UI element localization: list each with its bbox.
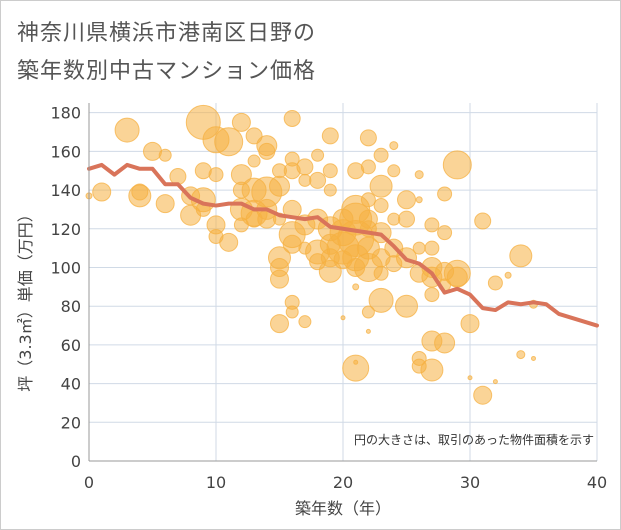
data-bubble bbox=[282, 234, 302, 254]
x-tick-label: 10 bbox=[206, 473, 226, 492]
data-bubble bbox=[437, 186, 453, 202]
chart-title-line-1: 神奈川県横浜市港南区日野の bbox=[17, 21, 317, 46]
data-bubble bbox=[143, 141, 162, 161]
x-tick-label: 40 bbox=[587, 473, 607, 492]
axes: 0 20 40 60 80 100 120 140 160 180 0 10 20 30 40 bbox=[50, 103, 607, 492]
y-tick-label: 140 bbox=[50, 181, 81, 200]
data-bubble bbox=[473, 385, 493, 405]
data-bubble bbox=[169, 168, 187, 186]
data-bubble bbox=[361, 305, 375, 319]
data-bubble bbox=[342, 354, 370, 382]
data-bubble bbox=[270, 269, 289, 289]
data-bubble bbox=[516, 350, 526, 360]
y-tick-label: 160 bbox=[50, 142, 81, 161]
average-price-line bbox=[87, 162, 599, 328]
y-axis-label: 坪（3.3㎡）単価（万円） bbox=[16, 206, 35, 391]
data-bubble bbox=[283, 109, 301, 127]
data-bubble bbox=[92, 182, 112, 202]
data-bubble bbox=[128, 184, 152, 208]
data-bubble bbox=[269, 175, 290, 197]
data-bubble bbox=[323, 183, 337, 197]
data-bubble bbox=[219, 232, 239, 252]
data-bubble bbox=[352, 283, 360, 291]
data-bubble bbox=[531, 355, 536, 361]
data-bubble bbox=[492, 379, 498, 385]
chart-title-line-2: 築年数別中古マンション価格 bbox=[17, 59, 317, 84]
y-tick-label: 0 bbox=[71, 452, 81, 471]
data-bubble bbox=[247, 154, 261, 168]
data-bubble bbox=[397, 190, 416, 210]
data-bubble bbox=[158, 148, 172, 162]
data-bubble bbox=[322, 163, 338, 179]
data-bubble bbox=[208, 167, 224, 183]
y-tick-label: 120 bbox=[50, 220, 81, 239]
data-bubble bbox=[360, 192, 376, 208]
data-bubble bbox=[446, 266, 468, 288]
data-bubble bbox=[434, 332, 456, 354]
x-tick-label: 20 bbox=[333, 473, 353, 492]
data-bubble bbox=[415, 196, 423, 204]
data-bubble bbox=[359, 129, 377, 147]
data-bubble bbox=[214, 127, 244, 157]
data-bubble bbox=[420, 358, 444, 382]
trend-line-layer bbox=[87, 162, 599, 328]
data-bubble bbox=[155, 194, 175, 214]
data-bubble bbox=[114, 117, 140, 143]
data-bubble bbox=[296, 158, 314, 176]
data-bubble bbox=[437, 225, 453, 241]
data-bubble bbox=[504, 271, 512, 279]
data-bubble bbox=[424, 287, 440, 303]
data-bubble bbox=[373, 147, 389, 163]
data-bubble bbox=[340, 315, 346, 321]
data-bubble bbox=[442, 150, 472, 180]
data-bubble bbox=[360, 159, 376, 175]
y-tick-label: 20 bbox=[61, 413, 81, 432]
data-bubble bbox=[474, 212, 492, 230]
bubble-size-note: 円の大きさは、取引のあった物件面積を示す bbox=[354, 432, 594, 447]
data-bubble bbox=[460, 314, 480, 334]
data-bubble bbox=[258, 142, 276, 160]
data-bubble bbox=[270, 314, 289, 334]
data-bubble bbox=[412, 241, 426, 255]
data-bubble bbox=[365, 328, 371, 334]
data-bubble bbox=[509, 244, 533, 268]
data-bubble bbox=[298, 315, 312, 329]
x-tick-label: 0 bbox=[84, 473, 94, 492]
data-bubble bbox=[369, 174, 393, 198]
data-bubble bbox=[309, 171, 327, 189]
data-bubble bbox=[373, 198, 389, 214]
data-bubble bbox=[285, 305, 299, 319]
y-tick-label: 80 bbox=[61, 297, 81, 316]
data-bubble bbox=[395, 294, 418, 318]
y-tick-label: 40 bbox=[61, 375, 81, 394]
data-bubble bbox=[311, 148, 325, 162]
x-axis-label: 築年数（年） bbox=[295, 499, 391, 518]
data-bubble bbox=[398, 210, 415, 228]
data-bubble bbox=[373, 265, 389, 281]
x-tick-label: 30 bbox=[460, 473, 480, 492]
data-bubble bbox=[414, 170, 424, 180]
data-bubble bbox=[321, 127, 339, 145]
y-tick-label: 180 bbox=[50, 104, 81, 123]
y-tick-label: 60 bbox=[61, 336, 81, 355]
data-bubble bbox=[231, 112, 251, 132]
y-tick-label: 100 bbox=[50, 258, 81, 277]
data-bubble bbox=[368, 287, 394, 313]
data-bubble bbox=[389, 141, 399, 151]
data-bubble bbox=[467, 375, 473, 381]
data-bubble bbox=[487, 275, 503, 291]
data-bubble bbox=[424, 240, 440, 256]
data-bubble bbox=[424, 217, 440, 233]
data-bubble bbox=[387, 164, 401, 178]
